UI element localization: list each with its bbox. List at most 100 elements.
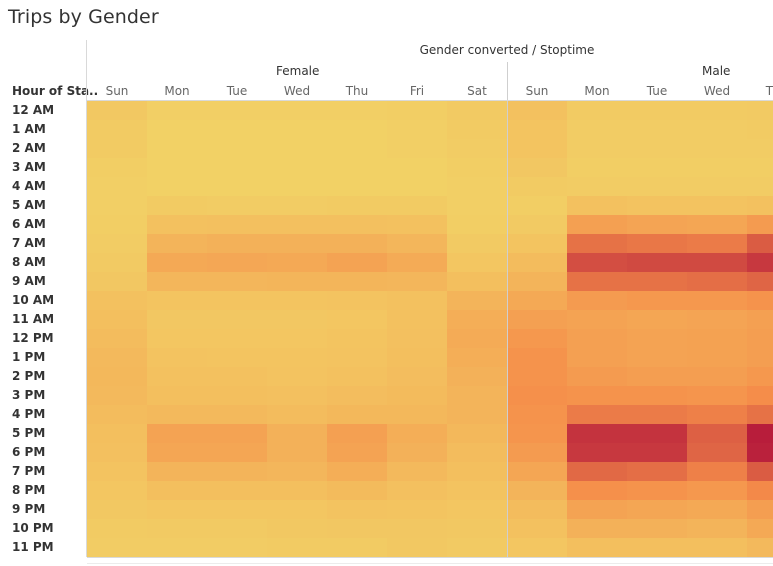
hour-label: 11 PM [12, 540, 54, 554]
heatmap-cell [267, 158, 327, 177]
heatmap-cell [387, 272, 447, 291]
heatmap-cell [207, 462, 267, 481]
heatmap-cell [447, 443, 507, 462]
heatmap-cell [387, 443, 447, 462]
heatmap-cell [267, 291, 327, 310]
heatmap-cell [507, 348, 567, 367]
heatmap-cell [87, 158, 147, 177]
heatmap-cell [687, 367, 747, 386]
heatmap-cell [327, 196, 387, 215]
heatmap-cell [147, 215, 207, 234]
heatmap-cell [327, 291, 387, 310]
heatmap-cell [567, 519, 627, 538]
heatmap-cell [627, 386, 687, 405]
heatmap-cell [387, 234, 447, 253]
heatmap-cell [207, 101, 267, 120]
heatmap-cell [567, 538, 627, 557]
heatmap-cell [507, 120, 567, 139]
heatmap-cell [747, 405, 773, 424]
heatmap-cell [207, 386, 267, 405]
heatmap-cell [327, 481, 387, 500]
heatmap-cell [147, 139, 207, 158]
heatmap-cell [147, 538, 207, 557]
heatmap-cell [387, 120, 447, 139]
heatmap-cell [747, 367, 773, 386]
heatmap-cell [147, 272, 207, 291]
heatmap-cell [447, 120, 507, 139]
heatmap-cell [447, 462, 507, 481]
heatmap-cell [627, 424, 687, 443]
heatmap-cell [747, 215, 773, 234]
heatmap-cell [447, 310, 507, 329]
heatmap-cell [447, 500, 507, 519]
hour-label: 11 AM [12, 312, 55, 326]
heatmap-cell [387, 367, 447, 386]
heatmap-cell [147, 177, 207, 196]
day-label-male-sun: Sun [525, 84, 549, 98]
heatmap-cell [207, 253, 267, 272]
heatmap-cell [327, 367, 387, 386]
heatmap-cell [687, 101, 747, 120]
heatmap-cell [567, 329, 627, 348]
heatmap-cell [267, 424, 327, 443]
heatmap-cell [87, 253, 147, 272]
heatmap-cell [387, 424, 447, 443]
heatmap-cell [507, 310, 567, 329]
heatmap-cell [87, 234, 147, 253]
heatmap-cell [87, 367, 147, 386]
heatmap-cell [207, 158, 267, 177]
hour-label: 8 PM [12, 483, 46, 497]
gender-divider [507, 62, 508, 557]
heatmap-cell [327, 215, 387, 234]
heatmap-cell [687, 386, 747, 405]
heatmap-cell [447, 234, 507, 253]
heatmap-cell [687, 405, 747, 424]
heatmap-cell [87, 120, 147, 139]
heatmap-cell [747, 139, 773, 158]
heatmap-cell [447, 519, 507, 538]
heatmap-cell [267, 348, 327, 367]
heatmap-cell [327, 462, 387, 481]
heatmap-cell [507, 500, 567, 519]
heatmap-cell [387, 139, 447, 158]
heatmap-cell [87, 538, 147, 557]
heatmap-cell [567, 424, 627, 443]
heatmap-cell [267, 367, 327, 386]
heatmap-cell [687, 272, 747, 291]
heatmap-cell [567, 405, 627, 424]
hour-label: 7 PM [12, 464, 46, 478]
heatmap-cell [147, 253, 207, 272]
heatmap-cell [627, 443, 687, 462]
heatmap-cell [87, 424, 147, 443]
heatmap-cell [687, 481, 747, 500]
hour-label: 5 AM [12, 198, 46, 212]
heatmap-cell [447, 291, 507, 310]
heatmap-cell [627, 253, 687, 272]
heatmap-cell [687, 462, 747, 481]
heatmap-cell [747, 424, 773, 443]
heatmap-cell [507, 291, 567, 310]
heatmap-cell [267, 481, 327, 500]
heatmap-cell [387, 291, 447, 310]
heatmap-cell [387, 405, 447, 424]
day-label-male-tue: Tue [646, 84, 668, 98]
header-bottom-border [87, 100, 773, 101]
heatmap-cell [387, 158, 447, 177]
heatmap-cell [387, 538, 447, 557]
heatmap-cell [147, 348, 207, 367]
heatmap-cell [747, 310, 773, 329]
heatmap-cell [267, 405, 327, 424]
hour-label: 7 AM [12, 236, 46, 250]
heatmap-cell [627, 367, 687, 386]
chart-title: Trips by Gender [8, 6, 159, 28]
heatmap-cell [447, 481, 507, 500]
heatmap-grid [87, 101, 773, 557]
heatmap-cell [147, 424, 207, 443]
heatmap-cell [687, 424, 747, 443]
heatmap-cell [567, 291, 627, 310]
hour-label: 10 PM [12, 521, 54, 535]
heatmap-cell [747, 519, 773, 538]
hour-label: 8 AM [12, 255, 46, 269]
heatmap-cell [687, 158, 747, 177]
heatmap-cell [447, 538, 507, 557]
